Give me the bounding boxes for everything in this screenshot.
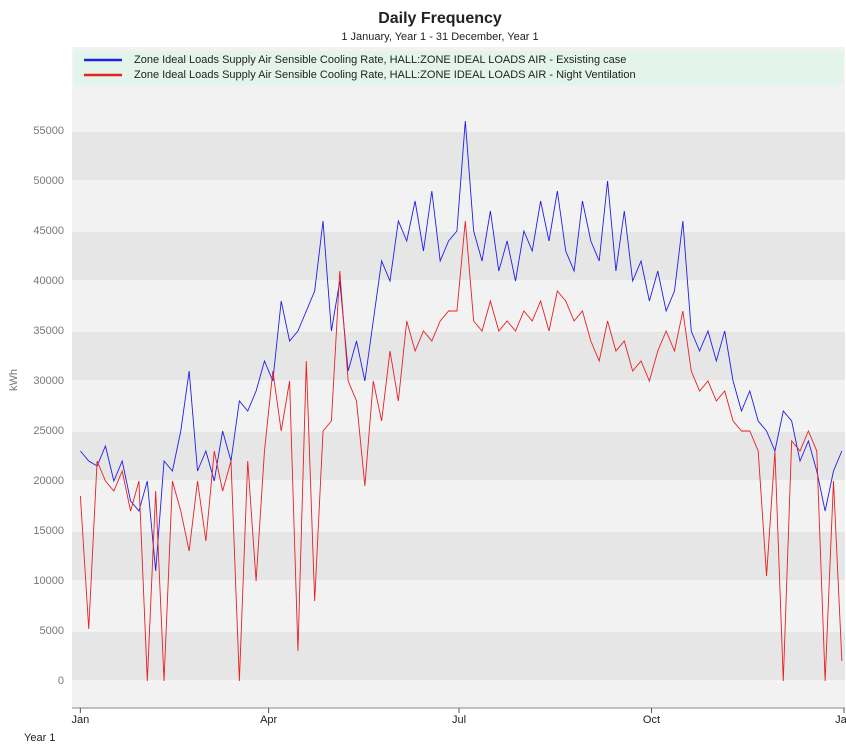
- series-line: [79, 220, 843, 682]
- grid-band: [72, 531, 845, 581]
- y-tick-label: 10000: [33, 575, 64, 587]
- x-tick-label: Apr: [260, 714, 277, 726]
- x-tick-label: Jan: [835, 714, 846, 726]
- y-tick-label: 20000: [33, 475, 64, 487]
- chart-title: Daily Frequency: [378, 10, 502, 27]
- y-tick-label: 5000: [40, 625, 64, 637]
- y-tick-label: 50000: [33, 175, 64, 187]
- y-tick-label: 15000: [33, 525, 64, 537]
- grid-band: [72, 231, 845, 281]
- grid-band: [72, 131, 845, 181]
- y-tick-label: 30000: [33, 375, 64, 387]
- y-tick-label: 40000: [33, 275, 64, 287]
- x-tick-label: Oct: [643, 714, 660, 726]
- y-axis-label: kWh: [8, 369, 20, 391]
- x-tick-label: Jul: [452, 714, 466, 726]
- grid-band: [72, 431, 845, 481]
- x-axis-label: Year 1: [24, 732, 55, 744]
- series-line: [80, 120, 843, 572]
- y-tick-label: 35000: [33, 325, 64, 337]
- y-tick-label: 55000: [33, 125, 64, 137]
- y-tick-label: 0: [58, 675, 64, 687]
- legend-background: [74, 51, 843, 85]
- grid-band: [72, 631, 845, 681]
- legend-label: Zone Ideal Loads Supply Air Sensible Coo…: [134, 69, 636, 81]
- y-tick-label: 25000: [33, 425, 64, 437]
- grid-band: [72, 331, 845, 381]
- chart-subtitle: 1 January, Year 1 - 31 December, Year 1: [341, 31, 538, 43]
- y-tick-label: 45000: [33, 225, 64, 237]
- x-tick-label: Jan: [71, 714, 89, 726]
- legend-label: Zone Ideal Loads Supply Air Sensible Coo…: [134, 54, 626, 66]
